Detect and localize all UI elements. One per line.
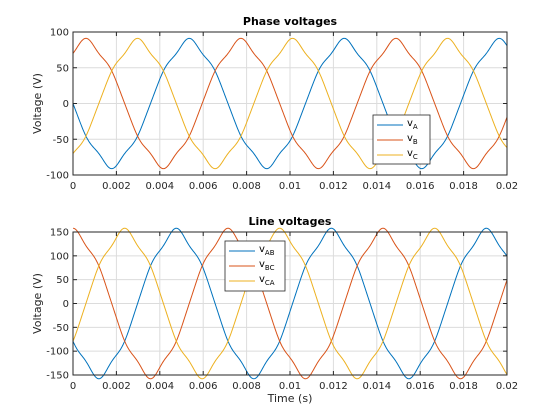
x-tick-label: 0.004 xyxy=(145,181,174,192)
series-line-vB xyxy=(72,37,508,170)
x-tick-label: 0.014 xyxy=(362,181,391,192)
chart-2: 0 0.002 0.004 0.006 0.008 0.01 0.012 0.014 0.016… xyxy=(31,215,518,405)
x-tick-label: 0.004 xyxy=(145,381,174,392)
legend: vA vB vC xyxy=(372,114,431,165)
x-tick-label: 0.012 xyxy=(319,181,348,192)
y-axis-label: Voltage (V) xyxy=(31,273,44,334)
x-tick-label: 0.008 xyxy=(232,181,261,192)
legend-entry: vC xyxy=(407,148,418,161)
legend-entry: vBC xyxy=(259,259,275,272)
y-axis-label: Voltage (V) xyxy=(31,73,44,134)
x-tick-label: 0.008 xyxy=(232,381,261,392)
x-tick-label: 0.02 xyxy=(496,381,518,392)
x-tick-label: 0 xyxy=(70,181,76,192)
x-tick-label: 0.01 xyxy=(279,181,301,192)
x-tick-label: 0.014 xyxy=(362,381,391,392)
y-tick-label: -100 xyxy=(46,171,69,182)
legend-entry: vAB xyxy=(259,244,275,257)
y-tick-label: -150 xyxy=(46,371,69,382)
x-tick-label: 0.016 xyxy=(406,181,435,192)
x-axis-label: Time (s) xyxy=(267,392,313,405)
legend: vAB vBC vCA xyxy=(224,240,286,292)
y-tick-label: 150 xyxy=(50,228,69,239)
y-tick-label: 0 xyxy=(63,99,69,110)
legend-entry: vB xyxy=(407,133,418,146)
series-line-vA xyxy=(72,37,508,170)
legend-entry: vCA xyxy=(259,274,275,287)
x-tick-label: 0.02 xyxy=(496,181,518,192)
x-tick-label: 0.002 xyxy=(102,381,131,392)
x-tick-label: 0.018 xyxy=(449,181,478,192)
chart-1: 0 0.002 0.004 0.006 0.008 0.01 0.012 0.014 0.016… xyxy=(31,15,518,192)
y-tick-label: 100 xyxy=(50,28,69,39)
x-tick-label: 0.016 xyxy=(406,381,435,392)
y-tick-label: -50 xyxy=(53,323,69,334)
x-tick-label: 0.006 xyxy=(189,181,218,192)
y-tick-label: -50 xyxy=(53,135,69,146)
series-line-vC xyxy=(72,37,508,170)
x-tick-label: 0.006 xyxy=(189,381,218,392)
x-tick-label: 0.002 xyxy=(102,181,131,192)
x-tick-label: 0.018 xyxy=(449,381,478,392)
series-line-vCA xyxy=(72,227,508,380)
legend-entry: vA xyxy=(407,118,418,131)
chart-title: Phase voltages xyxy=(243,15,338,28)
y-tick-label: -100 xyxy=(46,347,69,358)
y-tick-label: 50 xyxy=(56,63,69,74)
x-tick-label: 0 xyxy=(70,381,76,392)
x-tick-label: 0.012 xyxy=(319,381,348,392)
y-tick-label: 50 xyxy=(56,275,69,286)
x-tick-label: 0.01 xyxy=(279,381,301,392)
y-tick-label: 100 xyxy=(50,251,69,262)
y-tick-label: 0 xyxy=(63,299,69,310)
chart-title: Line voltages xyxy=(249,215,332,228)
